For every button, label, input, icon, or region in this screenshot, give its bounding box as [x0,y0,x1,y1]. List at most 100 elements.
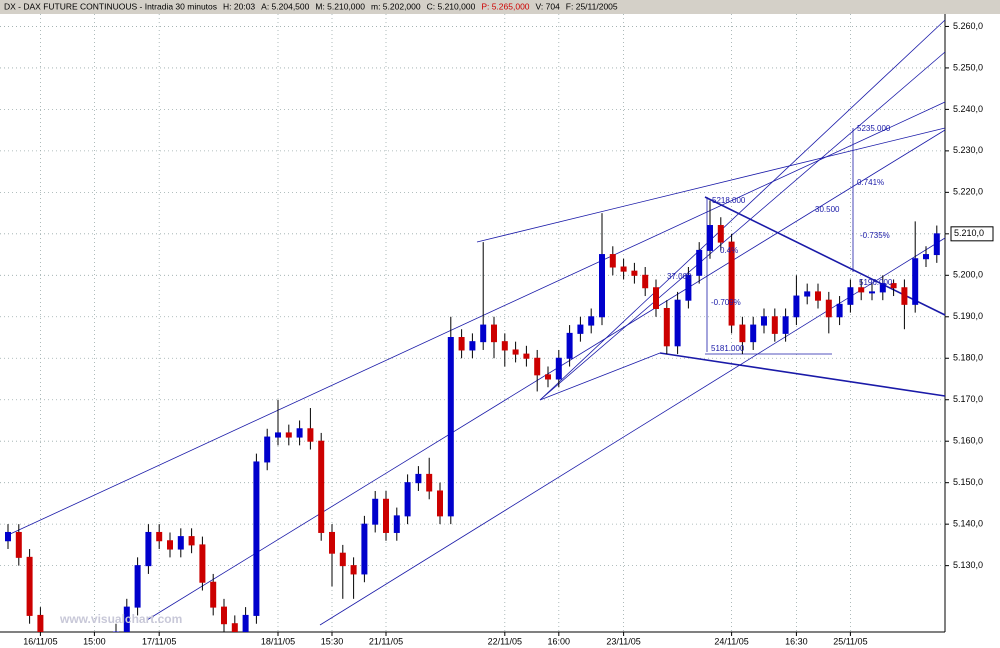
header-item: V: 704 [536,1,561,11]
candle-body [566,332,573,359]
candle-body [923,254,929,260]
y-tick-label: 5.160,0 [953,436,983,446]
header-bar [0,0,1000,14]
annotation: -0.735% [860,231,890,240]
y-tick-label: 5.200,0 [953,270,983,280]
last-price-label: 5.210,0 [954,228,984,238]
candle-body [599,254,605,318]
candle-body [545,374,551,380]
candle-body [458,337,465,351]
trendline [539,352,661,401]
trendline [659,352,946,397]
candle-body [912,258,919,305]
annotation: 0.741% [857,178,884,187]
header-item: DX - DAX FUTURE CONTINUOUS - Intradia 30… [4,1,217,11]
x-tick-label: 16/11/05 [23,636,57,646]
candle-body [933,233,940,256]
candle-body [15,531,22,558]
candle-body [296,428,303,438]
x-tick-label: 18/11/05 [261,636,295,646]
header-item: m: 5.202,000 [371,1,421,11]
trendline [319,237,946,626]
candle-body [231,623,238,632]
candle-body [480,324,487,343]
candle-body [318,440,325,533]
candle-body [534,357,541,376]
candle-body [588,316,595,326]
candle-body [577,324,584,334]
y-tick-label: 5.220,0 [953,187,983,197]
last-price-box [950,226,994,242]
watermark: www.visualchart.com [59,612,182,626]
y-tick-label: 5.130,0 [953,560,983,570]
x-tick-label: 17/11/05 [142,636,176,646]
candle-body [242,614,249,632]
candle-body [123,606,130,632]
candle-body [696,249,703,276]
candle-body [631,270,638,276]
candle-body [858,287,865,293]
candle-body [750,324,757,343]
candle-body [339,552,346,567]
candle-body [491,324,497,343]
candle-body [37,614,44,632]
header-item: F: 25/11/2005 [566,1,618,11]
candle-body [393,515,400,533]
candle-body [782,316,789,334]
annotation: 0.4% [720,246,738,255]
candle-body [890,283,897,289]
candle-body [728,241,735,326]
annotation: 30.500 [815,205,840,214]
candle-body [685,274,692,301]
candle-body [5,531,11,542]
candle-body [177,536,184,550]
header: DX - DAX FUTURE CONTINUOUS - Intradia 30… [4,1,618,11]
y-tick-label: 5.150,0 [953,477,983,487]
candle-body [404,482,411,517]
candle-body [350,565,357,575]
y-tick-label: 5.240,0 [953,104,983,114]
candle-body [717,225,724,243]
y-tick-label: 5.230,0 [953,145,983,155]
candles [5,200,940,632]
annotation: 5181.000 [711,344,745,353]
candle-body [663,307,670,347]
candle-body [447,337,454,517]
axes: 5.130,0 5.140,0 5.150,0 5.160,0 5.170,0 5.180… [23,21,994,646]
annotation: -0.709% [711,298,741,307]
annotation: 5218.000 [712,196,746,205]
x-tick-label: 16:30 [785,636,808,646]
candle-body [156,531,163,542]
y-tick-label: 5.180,0 [953,353,983,363]
candle-body [134,565,141,608]
trendline [7,101,946,536]
candle-body [285,432,292,438]
candle-body [329,531,335,554]
candle-body [815,291,821,301]
y-tick-label: 5.190,0 [953,311,983,321]
candle-body [523,353,530,359]
candle-body [253,461,260,616]
candle-body [469,341,476,351]
y-tick-label: 5.170,0 [953,394,983,404]
candle-body [847,287,854,305]
candle-body [437,490,443,517]
candle-body [145,531,152,567]
candle-body [221,606,227,625]
candle-body [426,473,433,492]
x-tick-label: 15:00 [83,636,106,646]
x-tick-label: 15:30 [321,636,344,646]
candle-body [836,303,843,318]
candle-body [879,283,886,293]
x-tick-label: 24/11/05 [714,636,748,646]
candle-body [372,498,379,525]
candle-body [415,473,422,484]
header-item: M: 5.210,000 [315,1,365,11]
candle-body [199,544,206,583]
header-item: H: 20:03 [223,1,255,11]
header-item: P: 5.265,000 [481,1,529,11]
candle-body [674,299,681,347]
candle-body [501,341,508,351]
